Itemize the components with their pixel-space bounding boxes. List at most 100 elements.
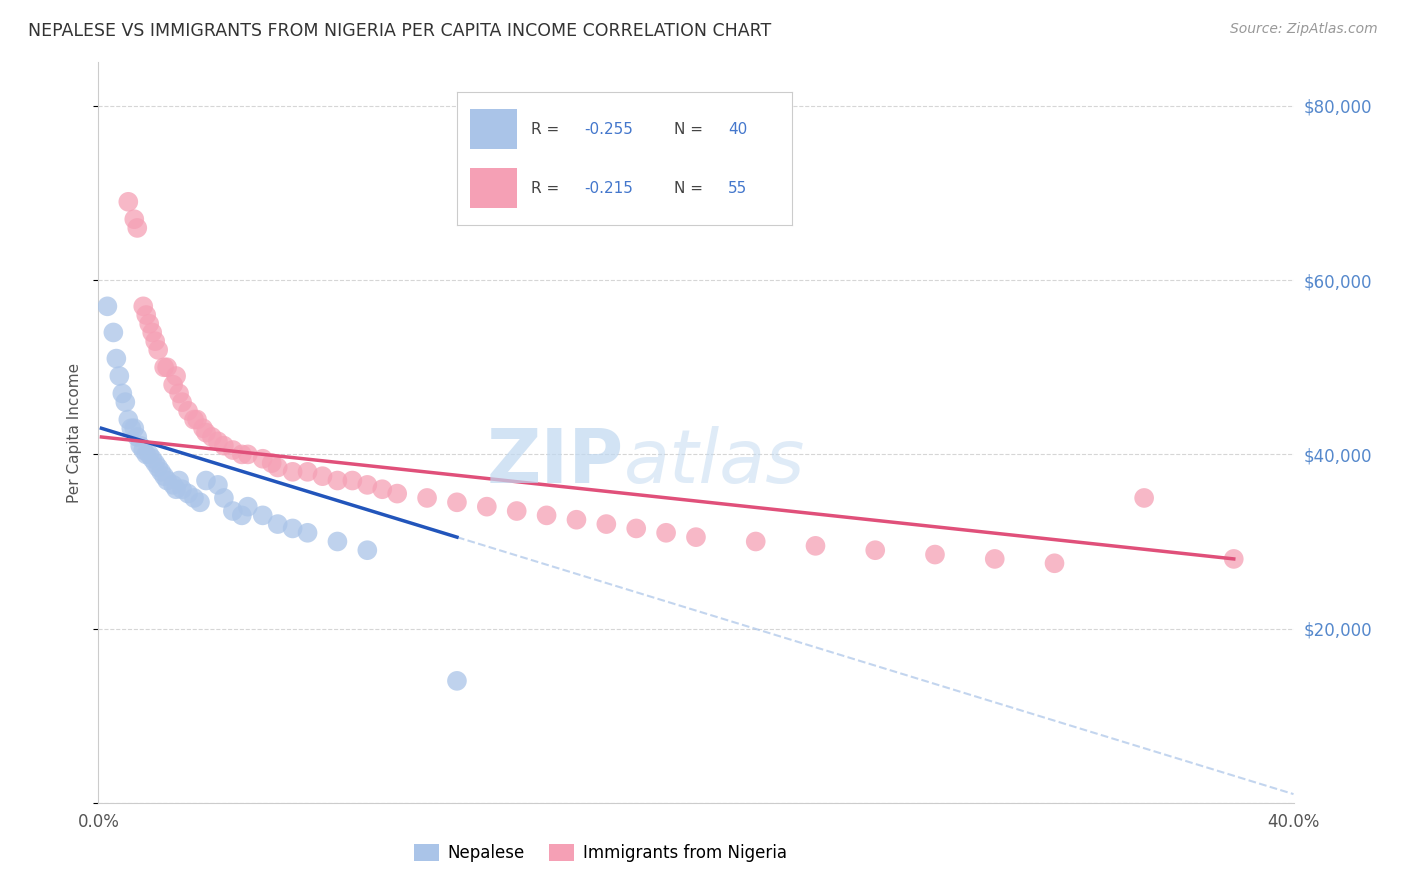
Point (117, 194, 139, 209)
Text: Source: ZipAtlas.com: Source: ZipAtlas.com (1230, 22, 1378, 37)
Point (148, 460, 170, 475)
Point (281, 521, 304, 535)
Text: NEPALESE VS IMMIGRANTS FROM NIGERIA PER CAPITA INCOME CORRELATION CHART: NEPALESE VS IMMIGRANTS FROM NIGERIA PER … (28, 22, 772, 40)
Point (222, 443, 245, 458)
Point (297, 525, 319, 540)
Point (207, 434, 229, 449)
Point (536, 508, 558, 523)
Point (356, 543, 378, 558)
Point (138, 317, 160, 331)
Point (117, 412, 139, 426)
Point (252, 508, 274, 523)
Point (342, 474, 364, 488)
Point (177, 486, 200, 500)
Point (124, 421, 146, 435)
Text: ZIP: ZIP (486, 425, 624, 499)
Point (236, 447, 259, 461)
Point (105, 351, 128, 366)
Point (153, 360, 176, 375)
Point (655, 525, 678, 540)
Point (135, 308, 157, 322)
Point (267, 517, 290, 532)
Point (475, 500, 498, 514)
Point (143, 334, 166, 348)
Point (195, 425, 218, 440)
Point (150, 465, 173, 479)
Point (231, 508, 253, 523)
Point (260, 456, 283, 470)
Point (984, 552, 1007, 566)
Point (172, 482, 194, 496)
Point (103, 326, 125, 340)
Point (416, 491, 439, 505)
Point (138, 447, 160, 461)
Point (186, 412, 208, 426)
Point (446, 673, 468, 688)
Point (143, 456, 166, 470)
Point (212, 439, 235, 453)
Point (124, 212, 146, 227)
Point (311, 469, 333, 483)
Point (685, 530, 707, 544)
Point (96, 299, 118, 313)
Legend: Nepalese, Immigrants from Nigeria: Nepalese, Immigrants from Nigeria (408, 837, 793, 869)
Point (385, 486, 409, 500)
Point (326, 474, 349, 488)
Point (506, 504, 529, 518)
Point (745, 534, 768, 549)
Point (1133, 491, 1156, 505)
Point (267, 460, 290, 475)
Point (165, 482, 187, 496)
Point (326, 534, 349, 549)
Point (371, 482, 394, 496)
Point (148, 343, 170, 357)
Point (183, 491, 205, 505)
Y-axis label: Per Capita Income: Per Capita Income (66, 362, 82, 503)
Point (135, 447, 157, 461)
Point (212, 491, 235, 505)
Point (626, 521, 648, 535)
Point (127, 430, 149, 444)
Point (356, 478, 378, 492)
Point (114, 395, 136, 409)
Point (165, 369, 187, 384)
Point (156, 474, 179, 488)
Point (167, 386, 190, 401)
Point (207, 478, 229, 492)
Text: atlas: atlas (624, 426, 806, 499)
Point (222, 504, 245, 518)
Point (167, 474, 190, 488)
Point (924, 548, 946, 562)
Point (162, 478, 184, 492)
Point (132, 443, 155, 458)
Point (595, 517, 617, 532)
Point (804, 539, 827, 553)
Point (565, 513, 588, 527)
Point (865, 543, 887, 558)
Point (120, 421, 142, 435)
Point (132, 299, 155, 313)
Point (129, 439, 152, 453)
Point (1223, 552, 1246, 566)
Point (153, 469, 176, 483)
Point (297, 465, 319, 479)
Point (191, 421, 214, 435)
Point (252, 451, 274, 466)
Point (162, 377, 184, 392)
Point (156, 360, 179, 375)
Point (446, 495, 468, 509)
Point (141, 451, 163, 466)
Point (231, 447, 253, 461)
Point (141, 326, 163, 340)
Point (108, 369, 131, 384)
Point (183, 412, 205, 426)
Point (201, 430, 224, 444)
Point (172, 395, 194, 409)
Point (1043, 556, 1066, 570)
Point (111, 386, 134, 401)
Point (195, 474, 218, 488)
Point (281, 465, 304, 479)
Point (177, 404, 200, 418)
Point (188, 495, 211, 509)
Point (236, 500, 259, 514)
